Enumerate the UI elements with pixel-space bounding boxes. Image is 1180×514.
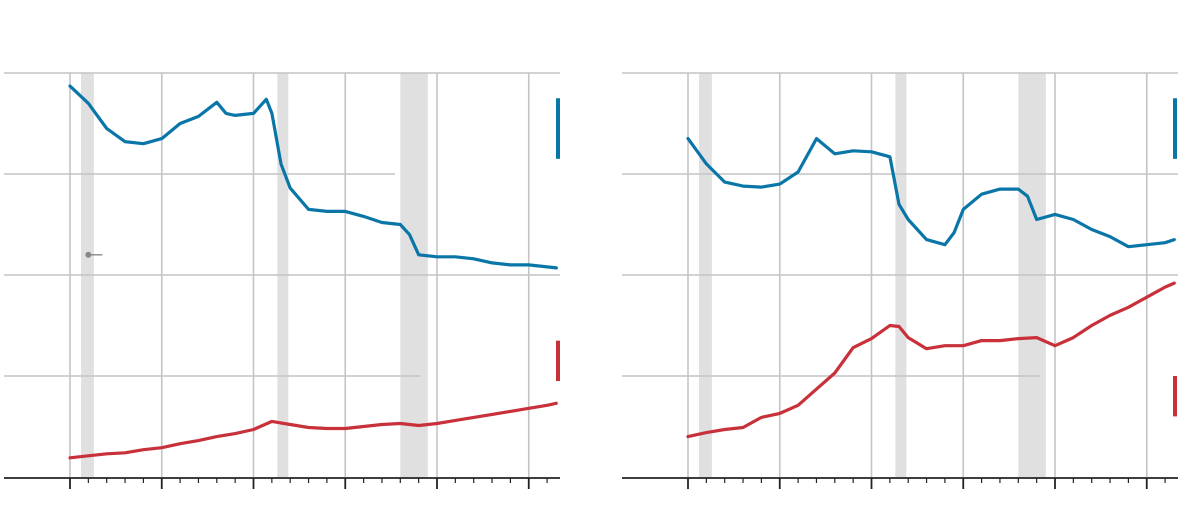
series-line-blue — [686, 137, 1176, 249]
series-line-red — [68, 401, 558, 460]
chart-panel-1 — [4, 72, 560, 489]
annotation-dot — [85, 251, 92, 258]
chart-panel-2 — [622, 72, 1178, 489]
series-line-red — [686, 281, 1176, 439]
series-line-blue — [68, 84, 558, 270]
